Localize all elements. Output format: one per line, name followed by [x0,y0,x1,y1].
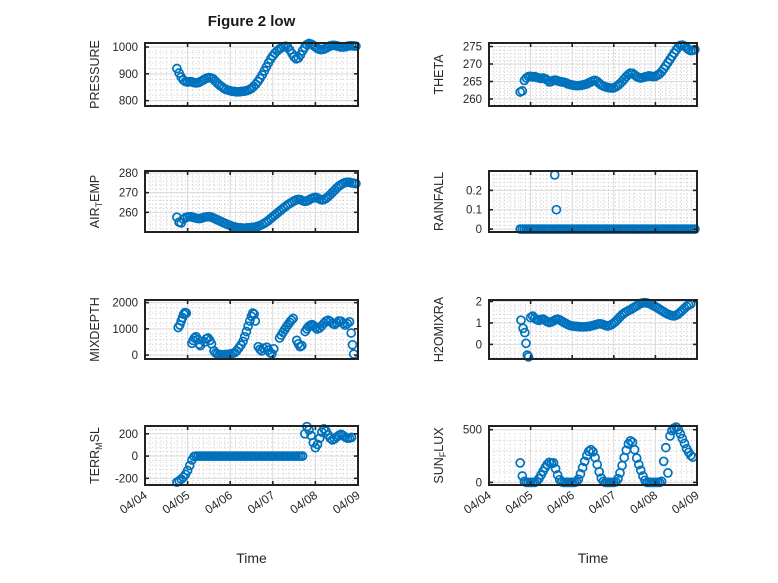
subplot-MIXDEPTH: 0 1000 2000 MIXDEPTH [88,297,359,362]
data-markers [172,177,361,233]
axis-ticks [144,43,359,106]
data-markers [515,422,698,488]
y-tick-label: 1000 [112,42,138,54]
axis-ticks [488,426,698,485]
y-axis-label-RAINFALL: RAINFALL [432,172,446,231]
x-tick-label: 04/06 [202,488,235,517]
x-tick-label: 04/04 [461,488,494,517]
y-tick-label: 260 [463,94,482,106]
y-tick-label: 270 [119,188,138,200]
y-tick-label: 270 [463,59,482,71]
y-tick-label: 0 [476,477,482,489]
x-tick-label: 04/05 [503,488,536,517]
y-axis-label-H2OMIXRA: H2OMIXRA [432,296,446,362]
y-tick-label: 800 [119,96,138,108]
y-axis-label-AIR_TEMP: AIRTEMP [88,175,104,228]
y-axis-label-TERR_MSL: TERRMSL [88,427,104,484]
subplot-RAINFALL: 0 0.1 0.2 RAINFALL [432,170,700,236]
data-markers [172,421,357,488]
figure-title: Figure 2 low [207,13,296,30]
data-markers [515,40,700,97]
axis-ticks [488,171,698,232]
y-tick-label: 1 [476,318,482,330]
y-tick-label: 1000 [112,324,138,336]
y-tick-label: 265 [463,77,482,89]
x-tick-label: 04/07 [586,488,619,517]
axis-ticks [144,426,359,485]
axes-box [488,299,698,360]
axis-ticks [488,300,698,359]
data-markers [516,297,696,362]
y-tick-label: 200 [119,429,138,441]
subplot-H2OMIXRA: 0 1 2 H2OMIXRA [432,296,698,362]
y-tick-label: 0 [476,224,482,236]
x-axis-label-left: Time [236,550,267,566]
y-tick-label: -200 [115,473,138,485]
x-tick-label: 04/09 [669,488,702,517]
x-tick-label: 04/08 [287,488,320,517]
y-tick-label: 0.1 [466,205,482,217]
axes-box [488,42,698,107]
y-tick-label: 0.2 [466,185,482,197]
y-tick-label: 2000 [112,298,138,310]
y-tick-label: 280 [119,168,138,180]
y-tick-label: 0 [132,451,138,463]
subplot-THETA: 260 265 270 275 THETA [432,40,700,107]
subplot-SUN_FLUX: 0 500 SUNFLUX 04/04 04/05 04/06 04/07 04/08 04/0… [432,422,702,517]
axis-ticks [144,171,359,232]
data-markers [515,170,700,234]
y-axis-label-MIXDEPTH: MIXDEPTH [88,297,102,362]
axis-ticks [488,43,698,106]
x-tick-label: 04/05 [160,488,193,517]
axes-box [488,425,698,486]
x-tick-label: 04/08 [627,488,660,517]
y-tick-label: 2 [476,297,482,309]
subplot-PRESSURE: 800 900 1000 PRESSURE [88,38,361,109]
y-axis-label-SUN_FLUX: SUNFLUX [432,427,448,484]
x-tick-label: 04/06 [544,488,577,517]
y-tick-label: 900 [119,69,138,81]
y-tick-label: 0 [132,350,138,362]
subplot-TERR_MSL: -200 0 200 TERRMSL 04/04 04/05 04/06 04/07 04/08… [88,421,363,517]
subplot-AIR_TEMP: 260 270 280 AIRTEMP [88,168,361,233]
x-tick-label: 04/04 [117,488,150,517]
x-tick-label: 04/09 [330,488,363,517]
y-tick-label: 260 [119,207,138,219]
y-axis-label-PRESSURE: PRESSURE [88,40,102,109]
axis-ticks [144,300,359,359]
data-markers [173,307,359,360]
axes-box [488,170,698,233]
y-tick-label: 275 [463,42,482,54]
y-tick-label: 500 [463,425,482,437]
x-tick-label: 04/07 [245,488,278,517]
x-axis-label-right: Time [577,550,609,566]
minor-grid [489,171,697,232]
data-markers [172,38,361,97]
axes-box [144,170,359,233]
y-tick-label: 0 [476,339,482,351]
y-axis-label-THETA: THETA [432,54,446,95]
